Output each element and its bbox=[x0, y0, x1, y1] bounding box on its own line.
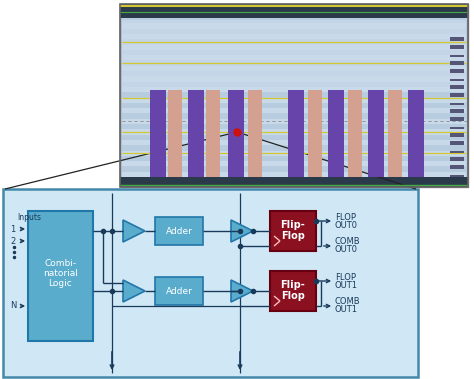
Bar bbox=[450, 79, 464, 81]
Bar bbox=[122, 166, 466, 172]
Text: Inputs: Inputs bbox=[17, 213, 41, 221]
Bar bbox=[122, 55, 466, 60]
Bar bbox=[206, 89, 220, 177]
Text: Logic: Logic bbox=[49, 279, 73, 288]
Bar bbox=[248, 89, 262, 177]
Text: Adder: Adder bbox=[165, 287, 192, 296]
Bar bbox=[328, 89, 344, 177]
Bar bbox=[120, 177, 468, 187]
Bar bbox=[155, 217, 203, 245]
Text: OUT0: OUT0 bbox=[335, 246, 358, 255]
Bar bbox=[348, 89, 362, 177]
Bar bbox=[120, 4, 468, 18]
Bar bbox=[122, 60, 466, 66]
Bar bbox=[122, 172, 466, 177]
Bar bbox=[450, 157, 464, 161]
Bar bbox=[450, 109, 464, 113]
Bar bbox=[122, 161, 466, 166]
Bar bbox=[450, 45, 464, 49]
Bar bbox=[450, 175, 464, 177]
Bar bbox=[122, 113, 466, 119]
Text: FLOP: FLOP bbox=[335, 213, 356, 221]
Bar bbox=[122, 150, 466, 156]
Bar bbox=[122, 20, 466, 89]
Bar bbox=[450, 117, 464, 121]
Bar bbox=[122, 81, 466, 87]
Text: 1: 1 bbox=[10, 224, 15, 233]
Text: COMB: COMB bbox=[335, 238, 361, 246]
Bar bbox=[450, 93, 464, 97]
Text: Flip-: Flip- bbox=[281, 220, 305, 230]
Bar bbox=[450, 165, 464, 169]
Bar bbox=[122, 50, 466, 55]
Bar bbox=[3, 189, 418, 377]
Bar bbox=[450, 85, 464, 89]
Text: Adder: Adder bbox=[165, 227, 192, 235]
Bar bbox=[122, 135, 466, 140]
Bar bbox=[368, 89, 384, 177]
Bar bbox=[234, 129, 240, 135]
Text: N: N bbox=[10, 302, 17, 310]
Text: COMB: COMB bbox=[335, 298, 361, 307]
Bar bbox=[450, 61, 464, 65]
Bar bbox=[122, 145, 466, 150]
Text: OUT1: OUT1 bbox=[335, 305, 358, 315]
Bar bbox=[120, 4, 468, 187]
Bar bbox=[122, 76, 466, 81]
Bar bbox=[122, 129, 466, 135]
Bar bbox=[122, 124, 466, 129]
Bar bbox=[450, 55, 464, 57]
Polygon shape bbox=[123, 280, 145, 302]
Bar bbox=[122, 39, 466, 44]
Bar bbox=[228, 89, 244, 177]
Bar bbox=[450, 133, 464, 137]
Bar bbox=[122, 71, 466, 76]
Bar bbox=[450, 151, 464, 153]
Text: Flip-: Flip- bbox=[281, 280, 305, 290]
Bar bbox=[122, 23, 466, 28]
Polygon shape bbox=[231, 220, 253, 242]
Bar bbox=[388, 89, 402, 177]
Bar bbox=[308, 89, 322, 177]
Bar bbox=[28, 211, 93, 341]
Text: 2: 2 bbox=[10, 236, 15, 246]
Bar bbox=[270, 211, 316, 251]
Bar bbox=[122, 18, 466, 23]
Bar bbox=[270, 271, 316, 311]
Bar bbox=[122, 103, 466, 108]
Text: natorial: natorial bbox=[43, 269, 78, 279]
Bar bbox=[122, 108, 466, 113]
Polygon shape bbox=[231, 280, 253, 302]
Text: OUT0: OUT0 bbox=[335, 221, 358, 230]
Bar bbox=[122, 156, 466, 161]
Bar bbox=[120, 4, 468, 187]
Bar bbox=[288, 89, 304, 177]
Bar bbox=[122, 92, 466, 97]
Bar bbox=[168, 89, 182, 177]
Bar bbox=[122, 140, 466, 145]
Bar bbox=[122, 28, 466, 34]
Bar bbox=[150, 89, 166, 177]
Text: FLOP: FLOP bbox=[335, 273, 356, 282]
Bar bbox=[450, 37, 464, 41]
Bar bbox=[122, 87, 466, 92]
Bar bbox=[122, 34, 466, 39]
Bar bbox=[122, 44, 466, 50]
Bar bbox=[155, 277, 203, 305]
Bar bbox=[450, 103, 464, 105]
Bar bbox=[122, 119, 466, 124]
Bar bbox=[408, 89, 424, 177]
Bar bbox=[122, 97, 466, 103]
Bar bbox=[122, 66, 466, 71]
Bar bbox=[450, 141, 464, 145]
Text: Flop: Flop bbox=[281, 291, 305, 301]
Bar bbox=[188, 89, 204, 177]
Text: Flop: Flop bbox=[281, 231, 305, 241]
Text: OUT1: OUT1 bbox=[335, 282, 358, 290]
Bar bbox=[450, 69, 464, 73]
Polygon shape bbox=[123, 220, 145, 242]
Bar bbox=[450, 127, 464, 129]
Text: Combi-: Combi- bbox=[45, 260, 77, 268]
